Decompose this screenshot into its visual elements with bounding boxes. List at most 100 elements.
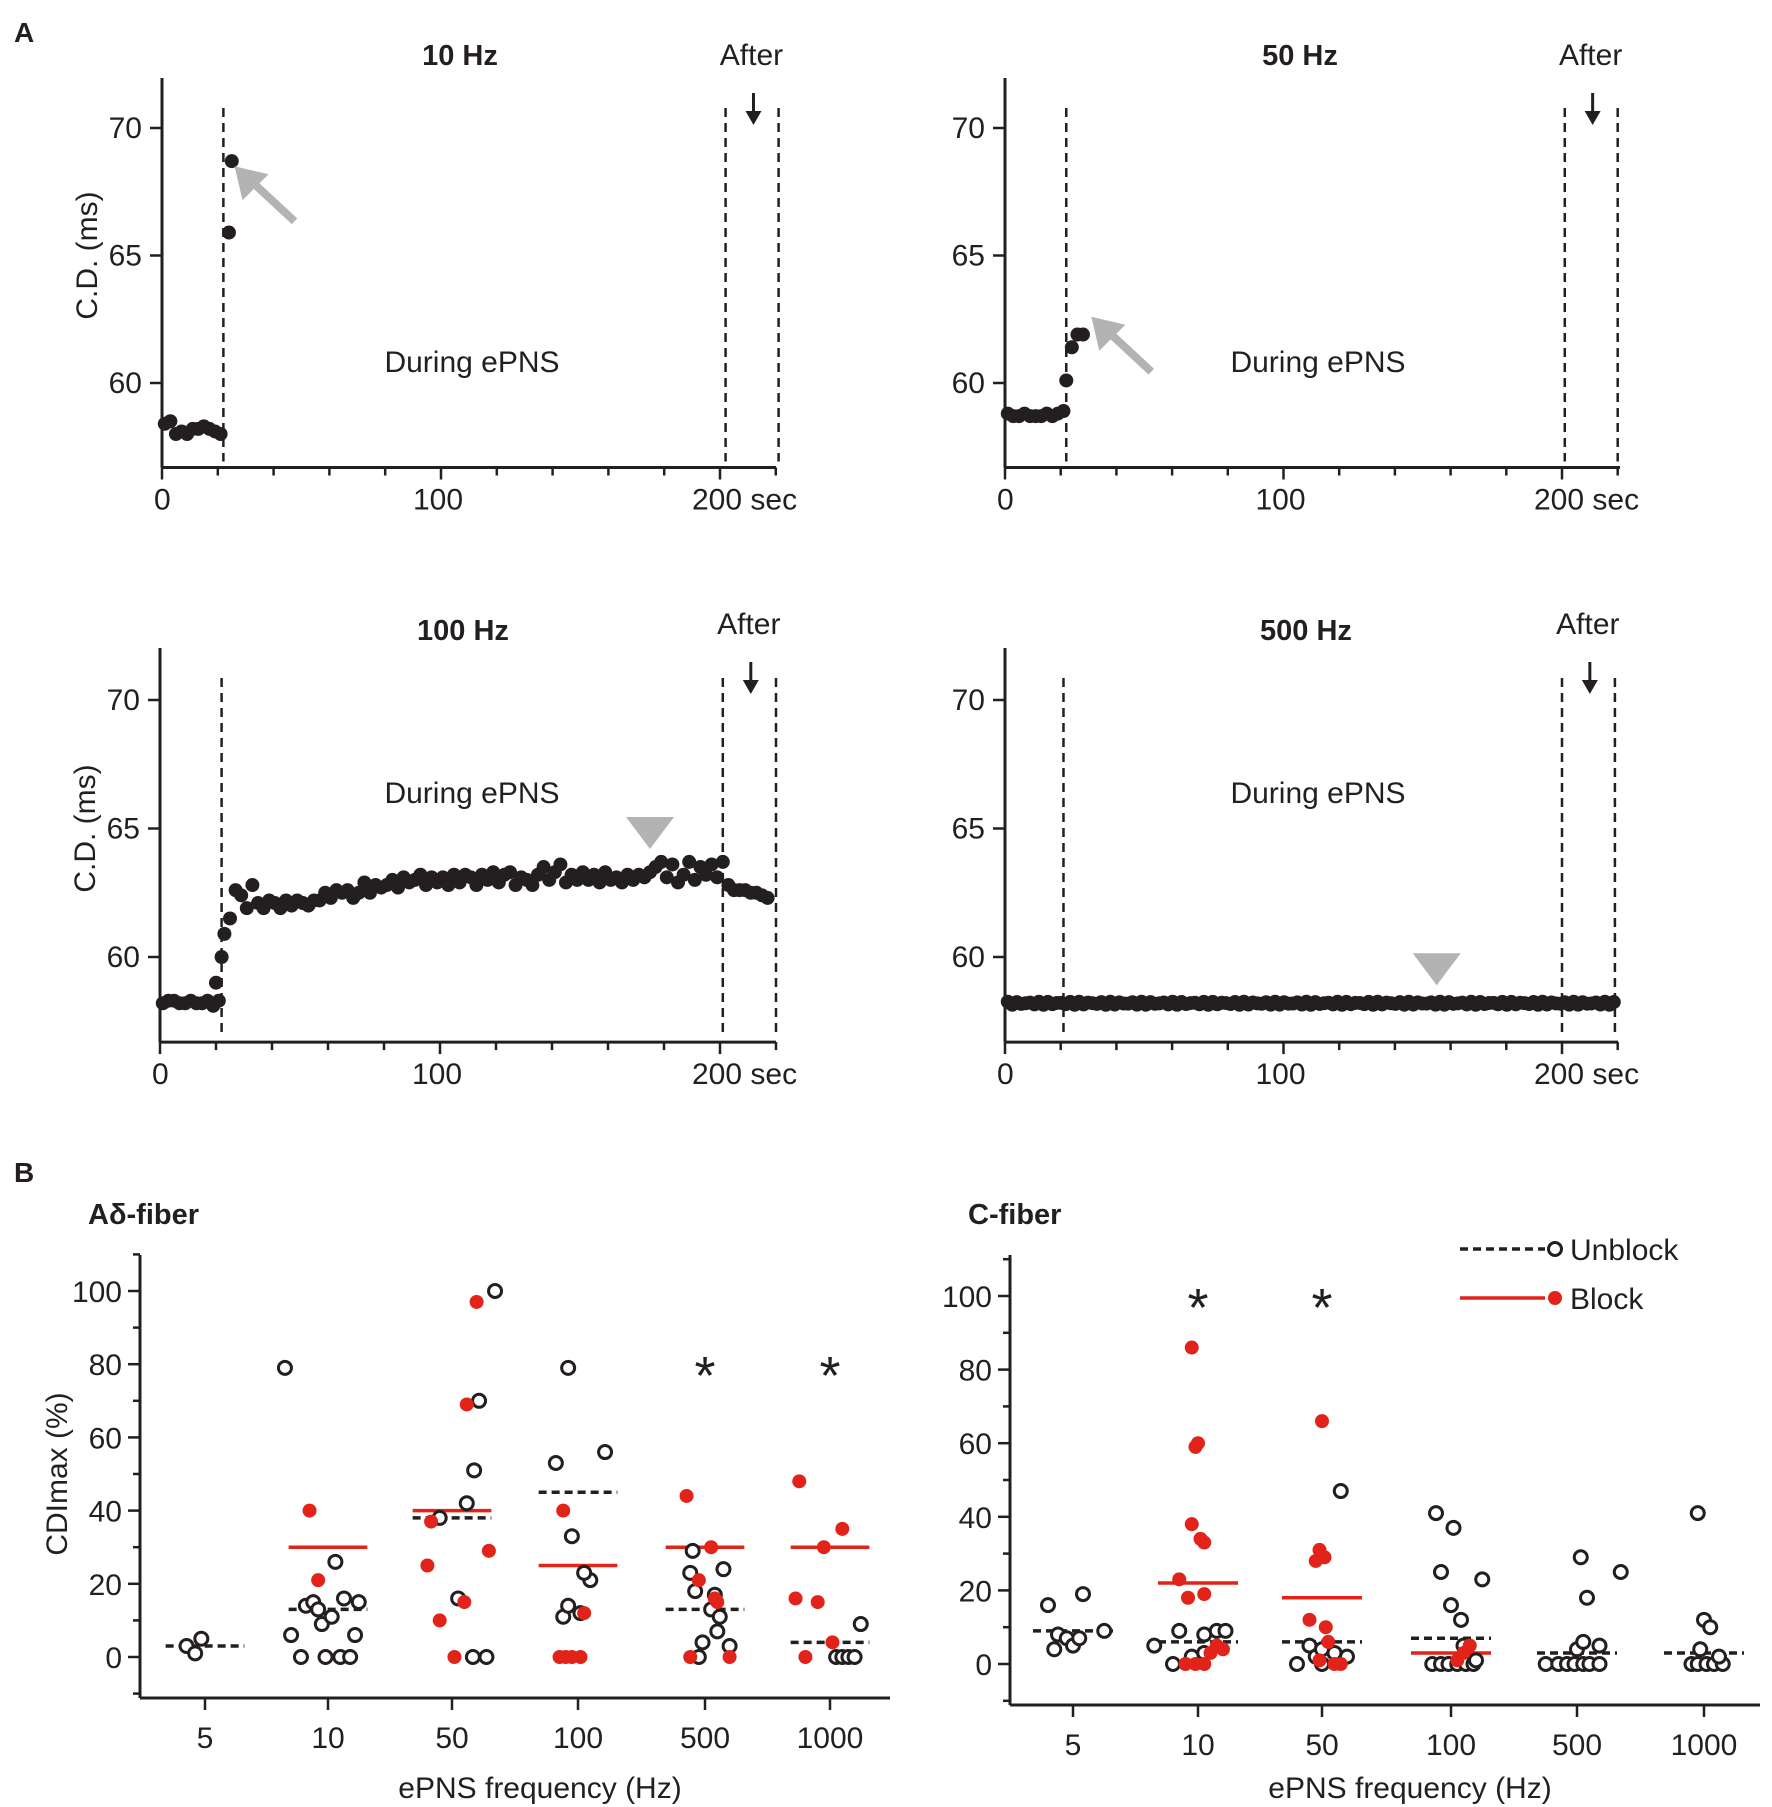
gray-arrow-icon (1091, 316, 1126, 351)
unblock-point (317, 1649, 334, 1665)
y-tick-label: 65 (109, 240, 142, 273)
x-axis-label: ePNS frequency (Hz) (1268, 1772, 1551, 1805)
data-point (391, 880, 405, 895)
data-point (553, 857, 568, 872)
unblock-point (1196, 1626, 1213, 1643)
legend-unblock-marker (1547, 1241, 1563, 1257)
y-tick-label: 20 (89, 1569, 122, 1602)
data-point (163, 414, 178, 429)
unblock-point (1071, 1630, 1088, 1647)
gray-arrowhead-icon (1412, 953, 1461, 986)
block-point (683, 1650, 698, 1664)
y-tick-label: 100 (72, 1276, 122, 1309)
unblock-point (458, 1495, 475, 1512)
after-label: After (1559, 39, 1622, 72)
chart-title: C-fiber (968, 1199, 1061, 1231)
data-point (239, 901, 254, 916)
block-point (704, 1540, 719, 1555)
block-point (447, 1650, 462, 1664)
y-tick-label: 65 (952, 240, 985, 273)
block-point (1317, 1550, 1332, 1565)
block-point (469, 1294, 484, 1309)
unblock-point (292, 1649, 309, 1665)
data-point (710, 870, 725, 885)
data-point (217, 926, 232, 941)
unblock-point (576, 1564, 593, 1581)
gray-arrow-shaft (249, 179, 298, 225)
block-point (816, 1540, 831, 1555)
block-point (556, 1503, 571, 1518)
y-axis-label: C.D. (ms) (71, 191, 104, 319)
y-axis-label: C.D. (ms) (69, 764, 102, 892)
data-point (441, 878, 456, 893)
significance-star: * (819, 1346, 840, 1406)
after-label: After (720, 39, 783, 72)
block-point (1184, 1340, 1199, 1355)
unblock-point (1146, 1637, 1163, 1654)
chart-500hz: 0 100 200 sec 60 65 70 500 Hz After During ePNS (952, 608, 1639, 1091)
x-tick-label: 1000 (1671, 1729, 1738, 1762)
unblock-point (335, 1590, 352, 1607)
unblock-point (1453, 1611, 1469, 1628)
block-point (810, 1595, 825, 1610)
data-point (687, 872, 702, 887)
unblock-point (466, 1462, 483, 1479)
unblock-point (310, 1601, 327, 1618)
block-point (459, 1397, 474, 1412)
data-point (682, 854, 697, 869)
during-label: During ePNS (384, 777, 559, 810)
data-point (704, 857, 719, 872)
chart-title: 500 Hz (1260, 615, 1352, 647)
unblock-point (547, 1455, 564, 1472)
unblock-point (327, 1553, 344, 1570)
unblock-point (709, 1623, 726, 1640)
block-point (1333, 1657, 1348, 1671)
legend-unblock-label: Unblock (1570, 1234, 1679, 1267)
block-point (798, 1650, 813, 1664)
block-point (577, 1606, 592, 1621)
unblock-point (715, 1561, 732, 1578)
unblock-point (1217, 1622, 1234, 1639)
x-tick-label: 100 (1426, 1729, 1476, 1762)
x-tick-label: 200 sec (692, 484, 797, 517)
data-point (1064, 340, 1079, 355)
unblock-point (711, 1608, 728, 1625)
unblock-point (1692, 1641, 1709, 1658)
data-point (536, 860, 551, 875)
block-point (1302, 1612, 1317, 1627)
unblock-point (350, 1594, 367, 1611)
data-point (223, 911, 237, 926)
data-point (209, 975, 223, 990)
unblock-point (487, 1283, 504, 1299)
block-point (1450, 1653, 1465, 1668)
y-tick-label: 60 (952, 367, 985, 400)
unblock-point (187, 1645, 204, 1662)
unblock-point (1433, 1564, 1449, 1580)
y-tick-label: 80 (959, 1355, 992, 1388)
data-point (592, 875, 607, 890)
gray-arrow-shaft (1106, 329, 1155, 375)
block-point (788, 1591, 803, 1606)
data-point (1059, 373, 1074, 388)
data-point (659, 870, 674, 885)
y-tick-label: 65 (952, 813, 985, 846)
after-arrow-icon (1581, 680, 1598, 694)
y-tick-label: 65 (107, 813, 140, 846)
unblock-point (471, 1392, 488, 1409)
block-point (707, 1591, 722, 1606)
y-tick-label: 60 (109, 367, 142, 400)
unblock-point (563, 1528, 580, 1545)
data-point (676, 867, 691, 882)
unblock-point (1428, 1505, 1444, 1522)
block-point (1197, 1535, 1212, 1550)
unblock-point (846, 1649, 863, 1665)
unblock-point (1443, 1597, 1459, 1614)
during-label: During ePNS (384, 346, 559, 379)
unblock-point (560, 1597, 577, 1614)
x-tick-label: 100 (1256, 1058, 1306, 1091)
block-point (1321, 1634, 1336, 1649)
data-point (760, 890, 775, 905)
x-tick-label: 0 (152, 1058, 169, 1091)
unblock-point (478, 1649, 495, 1665)
